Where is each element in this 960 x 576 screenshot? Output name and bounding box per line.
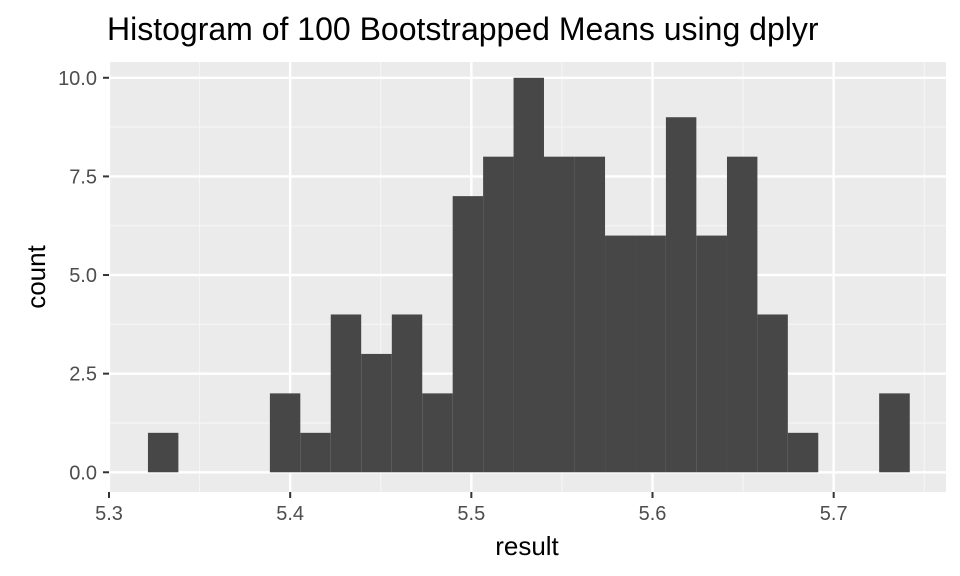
histogram-bar xyxy=(665,117,697,473)
y-tick-label: 7.5 xyxy=(69,166,97,188)
x-tick-label: 5.5 xyxy=(457,503,485,525)
y-tick-label: 5.0 xyxy=(69,265,97,287)
x-tick-label: 5.4 xyxy=(276,503,304,525)
histogram-bars xyxy=(147,77,910,473)
y-tick-label: 0.0 xyxy=(69,462,97,484)
histogram-bar xyxy=(879,393,910,473)
x-axis: 5.3 5.4 5.5 5.6 5.7 xyxy=(95,492,848,525)
x-axis-title: result xyxy=(495,531,559,561)
histogram-bar xyxy=(574,156,606,473)
x-tick-label: 5.6 xyxy=(639,503,667,525)
histogram-bar xyxy=(422,393,453,473)
histogram-bar xyxy=(605,235,636,473)
histogram-bar xyxy=(635,235,666,473)
histogram-bar xyxy=(147,432,179,473)
histogram-bar xyxy=(513,77,544,473)
y-tick-label: 10.0 xyxy=(58,68,97,90)
histogram-bar xyxy=(391,314,423,473)
histogram-bar xyxy=(452,196,484,473)
histogram-bar xyxy=(757,314,788,473)
histogram-bar xyxy=(330,314,362,473)
y-axis-title: count xyxy=(21,244,51,308)
histogram-bar xyxy=(543,156,575,473)
histogram-bar xyxy=(483,156,514,473)
x-tick-label: 5.3 xyxy=(95,503,123,525)
histogram-bar xyxy=(726,156,758,473)
histogram-bar xyxy=(361,353,392,473)
y-tick-label: 2.5 xyxy=(69,364,97,386)
histogram-bar xyxy=(300,432,331,473)
x-tick-label: 5.7 xyxy=(820,503,848,525)
histogram-bar xyxy=(269,393,301,473)
y-axis: 0.0 2.5 5.0 7.5 10.0 xyxy=(58,68,109,484)
histogram-bar xyxy=(787,432,819,473)
histogram-bar xyxy=(696,235,727,473)
chart-title: Histogram of 100 Bootstrapped Means usin… xyxy=(107,11,819,47)
